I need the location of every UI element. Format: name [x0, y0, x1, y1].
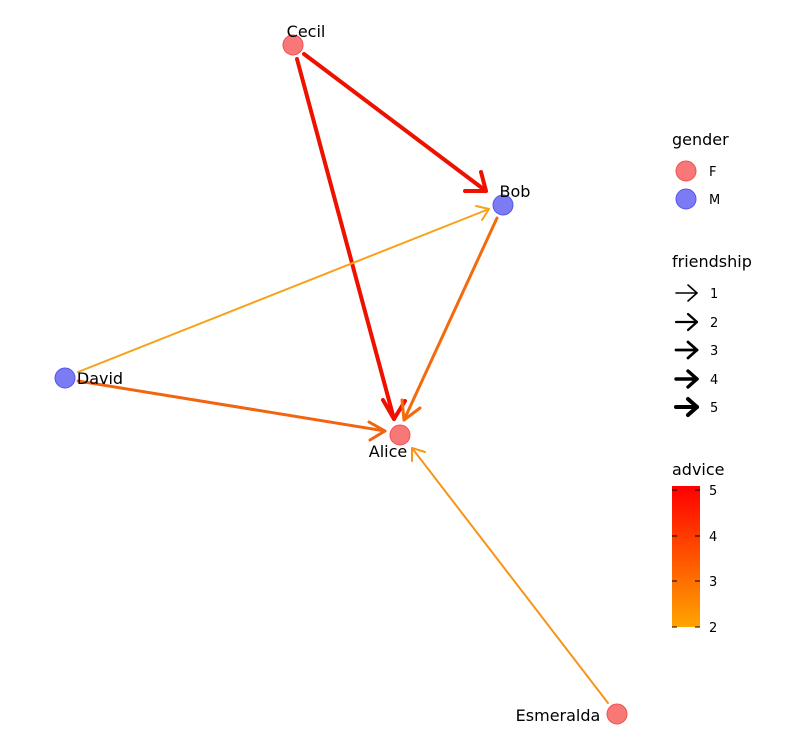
advice-tick-label-5: 5 — [709, 484, 717, 499]
legend-friendship: friendship 1 2 3 4 5 — [672, 252, 752, 417]
legend-gender-m-label: M — [709, 193, 720, 208]
legend-gender-m-swatch — [675, 188, 697, 210]
legend-gender-title: gender — [672, 130, 729, 149]
advice-colorbar-ticks — [672, 489, 700, 628]
legend-friendship-title: friendship — [672, 252, 752, 271]
edge-david-alice — [76, 379, 387, 442]
nodes-layer — [54, 34, 628, 725]
legend-advice-title: advice — [672, 460, 725, 479]
advice-colorbar — [672, 486, 700, 627]
legend-friendship-arrow-icon — [674, 369, 699, 389]
node-bob — [492, 194, 514, 216]
legend-friendship-label-4: 4 — [710, 373, 718, 388]
edge-cecil-bob — [302, 52, 488, 193]
node-labels: Cecil Bob David Alice Esmeralda — [77, 22, 600, 725]
node-label-bob: Bob — [500, 182, 531, 201]
advice-tick-label-3: 3 — [709, 575, 717, 590]
node-label-alice: Alice — [369, 442, 407, 461]
legend-friendship-arrow-icon — [674, 397, 699, 417]
advice-tick-label-2: 2 — [709, 621, 717, 636]
node-esmeralda — [606, 703, 628, 725]
legend-gender: gender F M — [672, 130, 729, 210]
legend-friendship-label-5: 5 — [710, 401, 718, 416]
node-cecil — [282, 34, 304, 56]
node-david — [54, 367, 76, 389]
edge-david-bob — [77, 205, 490, 373]
legend-friendship-arrow-icon — [675, 284, 698, 302]
advice-tick-label-4: 4 — [709, 530, 717, 545]
node-label-cecil: Cecil — [287, 22, 326, 41]
node-alice — [389, 424, 411, 446]
edge-esmeralda-alice — [411, 447, 609, 704]
legend-gender-f-swatch — [675, 160, 697, 182]
legend-friendship-arrow-icon — [674, 340, 699, 360]
legend-friendship-label-3: 3 — [710, 344, 718, 359]
edge-cecil-alice — [295, 57, 407, 421]
node-label-david: David — [77, 369, 123, 388]
legend-friendship-label-1: 1 — [710, 287, 718, 302]
legend-friendship-arrow-icon — [674, 312, 699, 332]
legend-advice: advice 5 4 3 2 — [672, 460, 725, 636]
node-label-esmeralda: Esmeralda — [516, 706, 601, 725]
legend-gender-f-label: F — [709, 165, 716, 180]
legend-friendship-label-2: 2 — [710, 316, 718, 331]
edges-layer — [76, 52, 609, 704]
edge-bob-alice — [400, 216, 499, 422]
